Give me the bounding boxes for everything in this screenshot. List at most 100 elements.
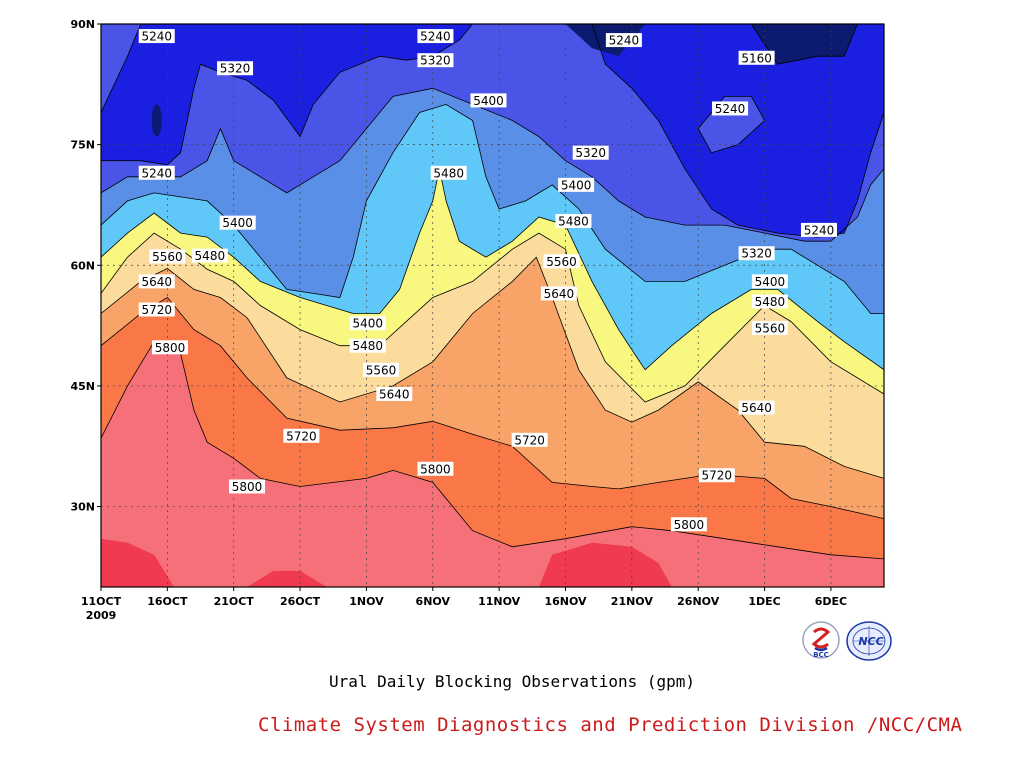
contour-label-box	[138, 274, 175, 289]
contour-label-5480: 5480	[751, 294, 788, 309]
contour-label-box	[138, 302, 175, 317]
band-lt5160-west	[151, 104, 162, 137]
contour-label-text: 5800	[420, 462, 451, 476]
band-lt5160-center	[565, 24, 646, 57]
contour-label-text: 5560	[152, 250, 183, 264]
contour-label-box	[470, 93, 507, 108]
y-tick-label: 45N	[70, 380, 95, 393]
contour-label-text: 5240	[141, 30, 172, 44]
contour-label-box	[149, 249, 186, 264]
contour-label-box	[217, 61, 254, 76]
contour-label-box	[698, 468, 735, 483]
x-tick-label: 26OCT	[280, 595, 321, 608]
contour-label-5400: 5400	[470, 93, 507, 108]
contour-label-box	[540, 286, 577, 301]
contour-label-5800: 5800	[670, 517, 707, 532]
contour-label-text: 5800	[155, 341, 186, 355]
axes: 11OCT 16OCT 21OCT 26OCT 1NOV 6NOV 11NOV 16NOV 21…	[70, 18, 847, 622]
band-5800-5880	[101, 341, 884, 587]
contour-label-text: 5720	[702, 469, 733, 483]
contour-label-5240: 5240	[138, 165, 175, 180]
contour-label-box	[349, 316, 386, 331]
contour-label-box	[605, 33, 642, 48]
contour-label-text: 5800	[232, 480, 263, 494]
svg-text:NCC: NCC	[858, 635, 883, 648]
x-tick-label: 6NOV	[416, 595, 451, 608]
contour-label-5720: 5720	[511, 432, 548, 447]
contour-label-box	[349, 338, 386, 353]
contour-label-5480: 5480	[349, 338, 386, 353]
contour-label-box	[738, 50, 775, 65]
contour-label-text: 5480	[433, 166, 464, 180]
contour-label-5560: 5560	[363, 362, 400, 377]
contour-label-text: 5560	[546, 255, 577, 269]
y-tick-label: 90N	[70, 18, 95, 31]
x-tick-label: 11NOV	[478, 595, 521, 608]
contour-label-5720: 5720	[138, 302, 175, 317]
contour-label-5800: 5800	[417, 461, 454, 476]
band-5160-5240-west	[101, 24, 473, 165]
y-tick-label: 60N	[70, 259, 95, 272]
contour-label-box	[751, 321, 788, 336]
contour-label-text: 5400	[352, 317, 383, 331]
contour-label-text: 5640	[141, 275, 172, 289]
contour-label-text: 5480	[352, 339, 383, 353]
band-gt5880-1	[247, 570, 327, 587]
contour-label-text: 5720	[141, 303, 172, 317]
contour-label-box	[670, 517, 707, 532]
contour-label-box	[800, 222, 837, 237]
x-tick-label: 1DEC	[748, 595, 780, 608]
x-tick-label: 11OCT	[81, 595, 122, 608]
x-tick-label: 16NOV	[544, 595, 587, 608]
y-tick-label: 75N	[70, 139, 95, 152]
contour-label-5560: 5560	[751, 321, 788, 336]
contour-label-text: 5240	[420, 30, 451, 44]
contour-labels: 5240 5320 5240 5320 5240 5160 5400 5240 5240 5320…	[138, 29, 837, 532]
contour-label-5720: 5720	[698, 468, 735, 483]
contour-line-5240	[591, 24, 884, 238]
contour-label-text: 5400	[561, 178, 592, 192]
contour-label-text: 5320	[220, 62, 251, 76]
x-year-label: 2009	[86, 609, 117, 622]
contour-label-5240: 5240	[712, 101, 749, 116]
contour-label-text: 5240	[609, 34, 640, 48]
contour-label-text: 5400	[755, 275, 786, 289]
contour-label-5320: 5320	[217, 61, 254, 76]
contour-label-box	[363, 362, 400, 377]
contour-label-box	[572, 145, 609, 160]
contour-label-box	[543, 254, 580, 269]
contour-label-5560: 5560	[149, 249, 186, 264]
x-tick-label: 6DEC	[815, 595, 847, 608]
contour-label-5480: 5480	[555, 214, 592, 229]
contour-label-5560: 5560	[543, 254, 580, 269]
x-tick-label: 26NOV	[677, 595, 720, 608]
contour-label-5400: 5400	[219, 215, 256, 230]
contour-label-5400: 5400	[349, 316, 386, 331]
contour-label-5320: 5320	[572, 145, 609, 160]
contour-label-text: 5560	[366, 363, 397, 377]
contour-label-5400: 5400	[751, 274, 788, 289]
contour-label-text: 5480	[195, 249, 226, 263]
contour-label-5480: 5480	[191, 248, 228, 263]
svg-text:BCC: BCC	[813, 651, 829, 659]
contour-label-5240: 5240	[138, 29, 175, 44]
contour-label-text: 5800	[674, 518, 705, 532]
contour-line-5800	[101, 341, 884, 560]
contour-label-text: 5320	[741, 247, 772, 261]
nmc-logo: BCC	[800, 620, 844, 666]
contour-line-5720	[101, 296, 884, 519]
band-gt5880-0	[101, 538, 174, 587]
contour-label-text: 5240	[804, 223, 835, 237]
contour-label-5640: 5640	[138, 274, 175, 289]
contour-label-box	[738, 400, 775, 415]
x-tick-label: 21OCT	[214, 595, 255, 608]
contour-label-5320: 5320	[417, 53, 454, 68]
contour-label-text: 5480	[558, 215, 589, 229]
contour-line-5640	[101, 256, 884, 479]
contour-label-box	[219, 215, 256, 230]
contour-label-box	[376, 386, 413, 401]
contour-label-box	[738, 246, 775, 261]
x-tick-label: 1NOV	[349, 595, 384, 608]
contour-label-text: 5160	[741, 51, 772, 65]
